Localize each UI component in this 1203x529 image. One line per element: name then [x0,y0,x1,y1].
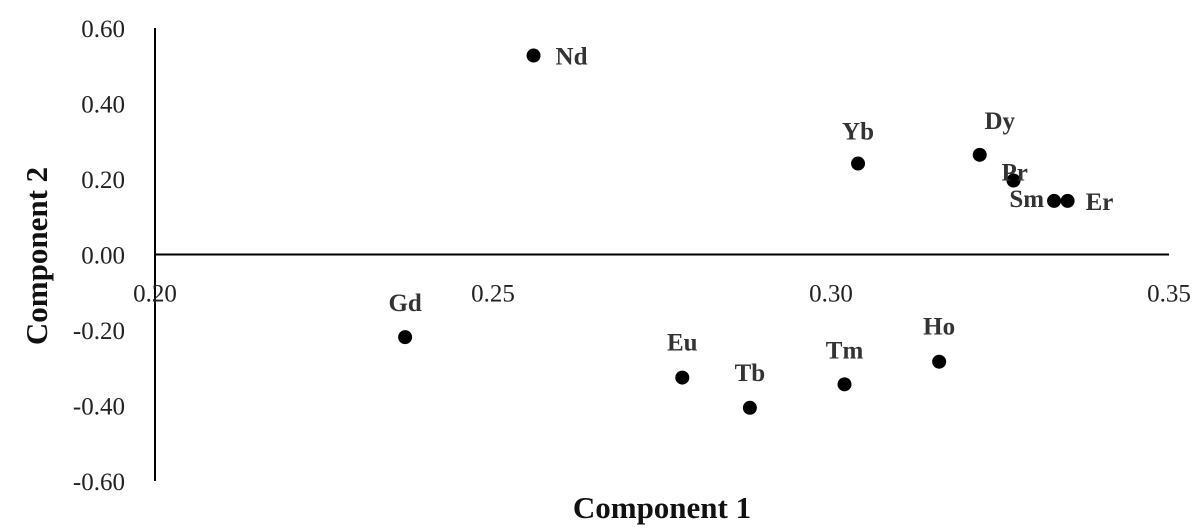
x-tick-labels: 0.20 0.25 0.30 0.35 [133,281,1191,308]
y-tick-label: 0.20 [81,167,125,194]
data-point [742,400,757,415]
x-axis-title: Component 1 [573,490,751,525]
axes [154,28,1169,481]
data-point [1060,193,1075,208]
y-tick-labels: 0.60 0.40 0.20 0.00 -0.20 -0.40 -0.60 [73,16,125,496]
y-tick-label: 0.00 [81,243,125,270]
point-label: Eu [667,330,698,357]
data-point [932,354,947,369]
data-point [837,377,852,392]
point-label: Sm [1009,186,1044,213]
y-tick-label: 0.40 [81,92,125,119]
data-points [398,48,1075,415]
data-point [1047,193,1062,208]
y-axis-title: Component 2 [19,167,54,345]
point-label: Gd [388,290,421,317]
y-tick-label: 0.60 [81,16,125,43]
point-label: Tm [826,337,864,364]
point-label: Er [1086,189,1114,216]
x-tick-label: 0.35 [1147,281,1191,308]
point-label: Nd [556,44,588,71]
y-tick-label: -0.40 [73,394,125,421]
point-label: Tb [735,360,766,387]
x-tick-label: 0.30 [809,281,853,308]
point-label: Yb [842,119,874,146]
point-label: Dy [984,108,1015,135]
data-point [398,330,413,345]
point-label: Ho [923,314,955,341]
x-tick-label: 0.25 [471,281,515,308]
x-tick-label: 0.20 [133,281,177,308]
y-tick-label: -0.60 [73,469,125,496]
y-tick-label: -0.20 [73,318,125,345]
data-point [675,370,690,385]
data-point [972,147,987,162]
data-point [851,156,866,171]
data-point [1006,173,1021,188]
data-point [526,48,541,63]
point-label: Pr [1002,160,1028,187]
